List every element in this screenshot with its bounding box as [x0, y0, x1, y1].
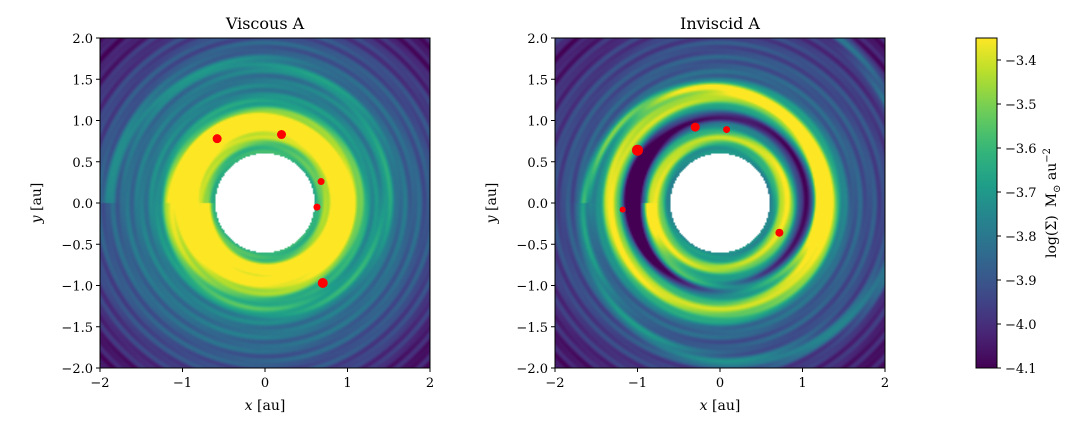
planet-marker: [277, 130, 286, 140]
x-tick-label: −1: [628, 376, 647, 391]
y-ticks-inviscid: 2.0 1.5 1.0 0.5 0.0 −0.5 −1.0 −1.5 −2.0: [516, 32, 555, 377]
planet-markers-viscous: [212, 130, 328, 289]
x-tick-label: 1: [798, 376, 806, 391]
planet-marker: [317, 178, 325, 186]
y-tick-label: −0.5: [61, 238, 93, 253]
x-tick-label: −1: [173, 376, 192, 391]
planet-markers-inviscid: [619, 122, 784, 237]
y-axis-unit-viscous: [au]: [29, 183, 45, 216]
colorbar-unit-main: M: [1044, 193, 1060, 207]
x-tick-label: −2: [90, 376, 109, 391]
density-map-inviscid: [555, 38, 885, 368]
planet-marker: [775, 228, 784, 237]
x-tick-label: −2: [545, 376, 564, 391]
y-tick-label: 0.5: [72, 156, 93, 171]
colorbar-tick-label: −3.9: [1005, 274, 1037, 289]
colorbar-tick-label: −4.0: [1005, 318, 1037, 333]
colorbar-gradient: [975, 37, 998, 369]
x-axis-unit-inviscid: [au]: [708, 398, 741, 414]
planet-marker: [313, 203, 321, 211]
colorbar-label: log(Σ): [1044, 215, 1060, 258]
y-tick-label: −1.5: [61, 321, 93, 336]
y-axis-title-inviscid: y [au]: [484, 183, 500, 225]
y-tick-label: −1.0: [516, 280, 548, 295]
colorbar: −3.4 −3.5 −3.6 −3.7 −3.8 −3.9 −4.0 −4.1 log(Σ) M…: [975, 37, 1063, 377]
y-tick-label: 2.0: [527, 32, 548, 47]
density-map-viscous: [100, 38, 430, 368]
planet-marker: [632, 144, 643, 156]
planet-marker: [690, 122, 700, 132]
planet-marker: [723, 126, 731, 134]
y-tick-label: 1.0: [72, 115, 93, 130]
colorbar-tick-label: −3.5: [1005, 98, 1037, 113]
colorbar-unit-exp: −2: [1042, 148, 1053, 163]
x-tick-label: 2: [881, 376, 889, 391]
colorbar-tick-label: −3.6: [1005, 142, 1037, 157]
planet-marker: [212, 134, 222, 144]
panel-title-viscous: Viscous A: [225, 14, 305, 33]
y-ticks-viscous: 2.0 1.5 1.0 0.5 0.0 −0.5 −1.0 −1.5 −2.0: [61, 32, 100, 377]
y-tick-label: 1.0: [527, 115, 548, 130]
panel-viscous: −2 −1 0 1 2 2.01.51.00.50.0−0.5−1.0−1.5−2.0 …: [29, 14, 434, 414]
colorbar-tick-label: −3.8: [1005, 230, 1037, 245]
x-ticks-viscous: −2 −1 0 1 2: [90, 368, 434, 391]
y-tick-label: −1.5: [516, 321, 548, 336]
y-axis-var-inviscid: y: [484, 214, 500, 224]
x-axis-unit-viscous: [au]: [253, 398, 286, 414]
y-tick-label: 1.5: [72, 73, 93, 88]
x-ticks-inviscid: −2 −1 0 1 2: [545, 368, 889, 391]
x-axis-var-viscous: x: [245, 398, 253, 414]
colorbar-unit-sub: ⊙: [1052, 185, 1063, 193]
panel-title-inviscid: Inviscid A: [680, 14, 760, 33]
y-tick-label: −2.0: [61, 362, 93, 377]
y-axis-title-viscous: y [au]: [29, 183, 45, 225]
x-tick-label: 2: [426, 376, 434, 391]
x-tick-label: 1: [343, 376, 351, 391]
planet-marker: [317, 278, 328, 289]
y-tick-label: −2.0: [516, 362, 548, 377]
y-tick-label: 0.0: [72, 197, 93, 212]
colorbar-title: log(Σ) M⊙ au−2: [1042, 148, 1063, 258]
y-tick-label: 1.5: [527, 73, 548, 88]
y-tick-label: 2.0: [72, 32, 93, 47]
x-axis-var-inviscid: x: [700, 398, 708, 414]
colorbar-tick-label: −3.4: [1005, 54, 1037, 69]
colorbar-tick-label: −3.7: [1005, 186, 1037, 201]
panel-inviscid: −2 −1 0 1 2 2.01.51.00.50.0−0.5−1.0−1.5−2.0 …: [484, 14, 889, 414]
colorbar-tick-label: −4.1: [1005, 362, 1037, 377]
y-tick-label: 0.0: [527, 197, 548, 212]
x-tick-label: 0: [716, 376, 724, 391]
x-axis-title-inviscid: x [au]: [700, 398, 741, 414]
x-tick-label: 0: [261, 376, 269, 391]
colorbar-unit-rest: au: [1044, 163, 1060, 185]
y-axis-unit-inviscid: [au]: [484, 183, 500, 216]
y-axis-var-viscous: y: [29, 214, 45, 224]
y-tick-label: −1.0: [61, 280, 93, 295]
x-axis-title-viscous: x [au]: [245, 398, 286, 414]
y-tick-label: −0.5: [516, 238, 548, 253]
planet-marker: [619, 206, 626, 213]
y-tick-label: 0.5: [527, 156, 548, 171]
colorbar-ticks: −3.4 −3.5 −3.6 −3.7 −3.8 −3.9 −4.0 −4.1: [997, 54, 1037, 377]
